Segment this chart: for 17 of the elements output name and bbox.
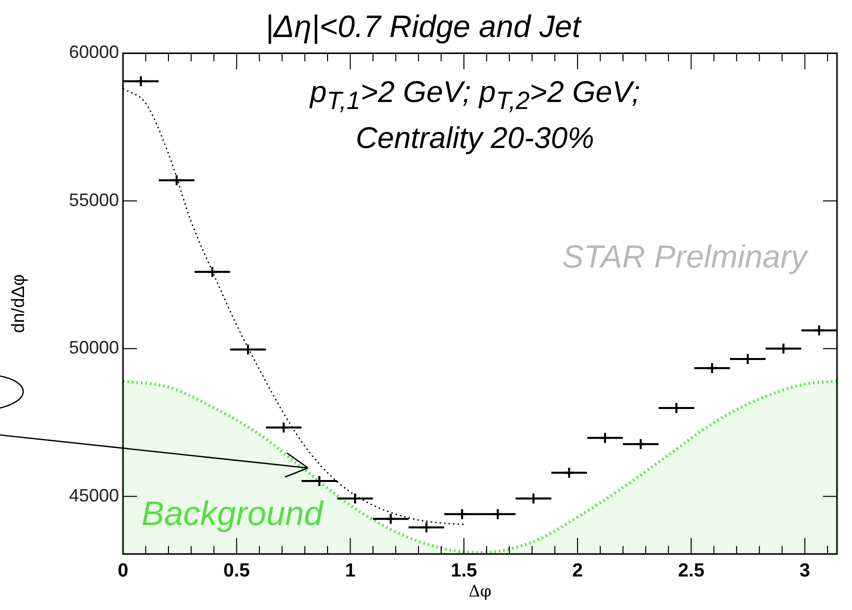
y-tick-label: 55000 [68,190,119,210]
x-tick-label: 1 [344,560,356,582]
x-axis-title: Δφ [468,582,492,601]
y-tick-label: 45000 [68,485,119,506]
annotation: Background [142,494,324,533]
x-tick-label: 2 [572,560,583,582]
x-tick-label: 0.5 [223,560,250,582]
x-tick-label: 3 [800,560,810,582]
x-tick-label: 0 [118,560,128,582]
y-axis-title: dn/dΔφ [8,274,28,333]
y-tick-label: 60000 [68,42,119,62]
chart-title: |Δη|<0.7 Ridge and Jet [265,9,582,44]
y-tick-label: 50000 [68,338,119,358]
annotation: STAR Prelminary [562,238,809,274]
x-tick-label: 2.5 [678,560,705,582]
text: p$_{T,1}$>2 GeV; p$_{T,2}$>2 GeV; Centrality 20-30% [308,75,642,157]
x-tick-label: 1.5 [450,560,478,582]
